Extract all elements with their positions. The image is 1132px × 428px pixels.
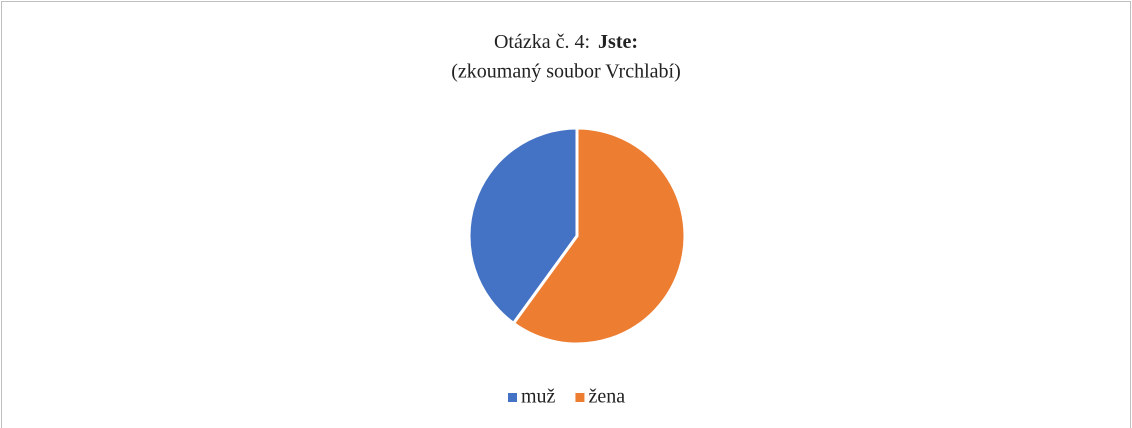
chart-title: Otázka č. 4:	[494, 31, 590, 53]
chart-title-emphasis: Jste:	[598, 31, 638, 53]
legend-label: žena	[588, 386, 625, 408]
legend-label: muž	[521, 386, 556, 408]
pie-slice	[467, 126, 579, 325]
pie-slice	[512, 126, 687, 346]
legend-swatch	[575, 393, 585, 402]
legend: muž žena	[508, 386, 625, 408]
chart-subtitle: (zkoumaný soubor Vrchlabí)	[451, 61, 680, 83]
pie	[467, 126, 687, 346]
legend-swatch	[508, 393, 517, 402]
chart-title-line: Otázka č. 4: Jste:	[494, 31, 638, 53]
